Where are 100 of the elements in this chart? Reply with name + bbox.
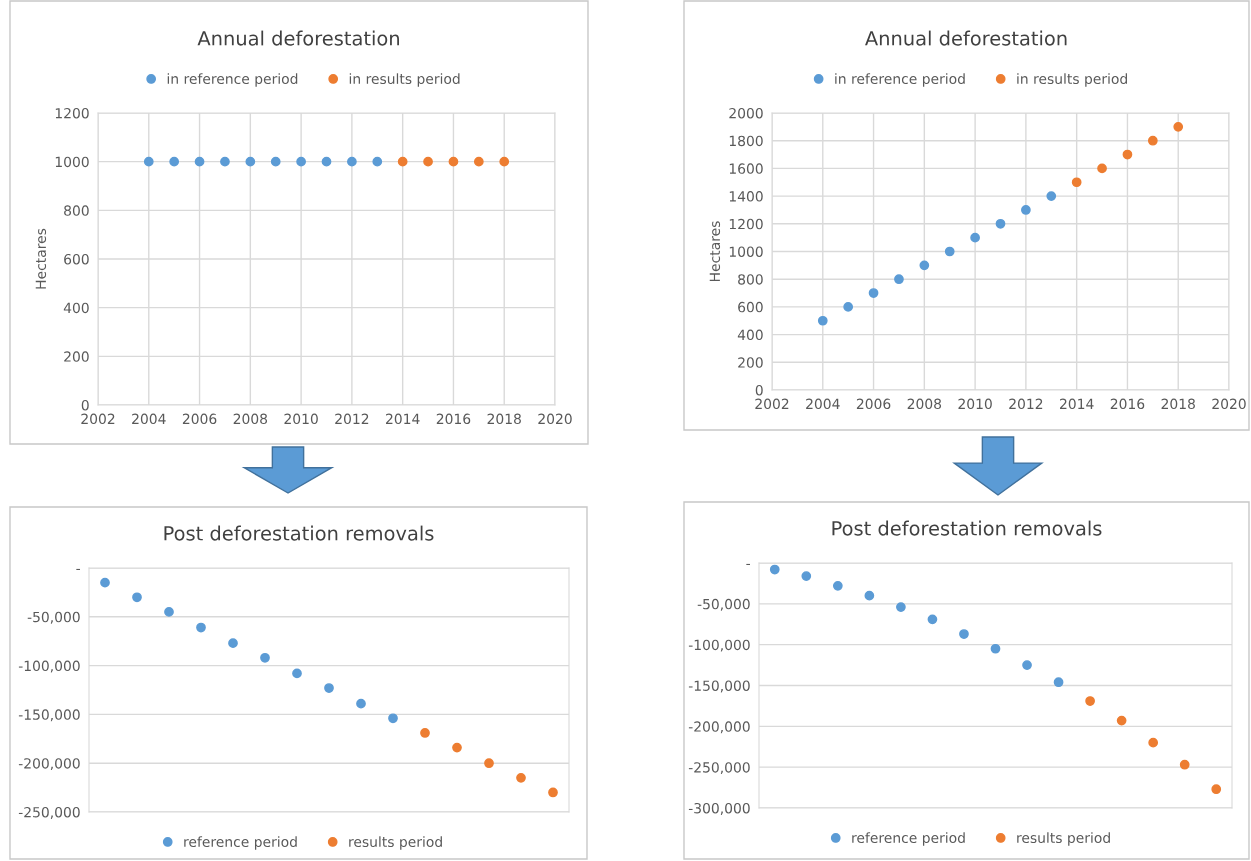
point	[919, 260, 930, 271]
legend-label: reference period	[184, 836, 297, 850]
point	[1147, 135, 1158, 146]
x-tick-label: 2014	[1060, 398, 1094, 410]
y-tick-label: -50,000	[697, 598, 750, 611]
point	[1053, 677, 1064, 688]
point	[484, 758, 494, 769]
x-tick-label: 2020	[1212, 398, 1246, 410]
legend-label: results period	[349, 836, 442, 850]
y-axis-title: Hectares	[35, 228, 47, 289]
point	[769, 564, 780, 575]
y-tick-label: 400	[737, 329, 763, 341]
point	[1148, 737, 1159, 748]
y-tick-label: -50,000	[27, 611, 80, 624]
x-tick-label: 2020	[538, 413, 572, 425]
y-tick-label: -150,000	[18, 709, 80, 722]
legend-label: in results period	[349, 73, 460, 87]
point	[1179, 759, 1190, 770]
point	[1211, 784, 1222, 795]
point	[356, 698, 366, 709]
y-tick-label: -200,000	[688, 721, 750, 734]
legend-label: reference period	[852, 832, 965, 846]
point	[1122, 149, 1133, 160]
x-tick-label: 2008	[907, 398, 942, 410]
point	[1022, 660, 1032, 670]
y-tick-label: 1000	[729, 246, 763, 257]
point	[843, 302, 854, 312]
y-tick-label: 800	[64, 205, 89, 216]
x-tick-label: 2014	[386, 413, 420, 425]
point	[1116, 715, 1127, 726]
legend-label: in reference period	[835, 73, 965, 87]
x-tick-label: 2010	[958, 398, 992, 410]
y-tick-label: -	[76, 568, 80, 571]
x-tick-label: 2018	[487, 413, 521, 425]
x-tick-label: 2016	[1110, 398, 1145, 410]
point	[516, 772, 526, 783]
point	[164, 607, 174, 617]
point	[260, 652, 270, 663]
point	[196, 622, 206, 633]
x-tick-label: 2006	[182, 413, 217, 425]
x-tick-label: 2008	[233, 413, 268, 425]
y-tick-label: 800	[738, 274, 763, 285]
y-tick-label: 1000	[55, 156, 89, 168]
y-tick-label: -100,000	[688, 639, 750, 652]
point	[970, 232, 980, 243]
y-tick-label: 2000	[729, 107, 763, 119]
y-tick-label: -300,000	[688, 802, 750, 815]
x-tick-label: 2004	[132, 413, 166, 425]
x-tick-label: 2002	[755, 398, 789, 410]
y-tick-label: 600	[738, 301, 763, 313]
x-tick-label: 2004	[806, 398, 840, 410]
chart-title: Post deforestation removals	[164, 525, 434, 541]
point	[1046, 191, 1057, 201]
x-tick-label: 2006	[856, 398, 891, 410]
point	[990, 643, 1001, 654]
point	[420, 728, 430, 738]
x-tick-label: 2002	[81, 413, 115, 425]
y-tick-label: 1200	[55, 107, 89, 119]
chart-title: Annual deforestation	[197, 30, 399, 46]
y-tick-label: 400	[63, 302, 89, 314]
point	[132, 592, 142, 603]
x-tick-label: 2012	[335, 413, 369, 425]
point	[864, 590, 875, 601]
point	[228, 638, 238, 649]
y-tick-label: 200	[64, 351, 89, 362]
point	[817, 315, 828, 326]
point	[1085, 696, 1095, 706]
y-tick-label: 200	[738, 357, 763, 368]
point	[944, 246, 955, 257]
point	[894, 274, 904, 285]
y-axis-title: Hectares	[709, 221, 721, 282]
y-tick-label: -	[746, 563, 750, 566]
y-tick-label: -100,000	[18, 660, 80, 673]
point	[548, 787, 558, 798]
y-tick-label: 0	[81, 399, 89, 411]
y-tick-label: -250,000	[688, 762, 750, 775]
point	[896, 602, 906, 612]
point	[832, 581, 843, 591]
y-tick-label: 1200	[729, 218, 763, 230]
x-tick-label: 2018	[1161, 398, 1195, 410]
chart-title: Post deforestation removals	[832, 520, 1102, 536]
y-tick-label: 600	[64, 253, 89, 265]
point	[292, 668, 302, 679]
point	[927, 614, 938, 625]
legend-label: in results period	[1017, 73, 1127, 87]
point	[100, 577, 110, 588]
y-tick-label: -200,000	[18, 758, 80, 771]
point	[1173, 121, 1184, 132]
point	[995, 218, 1006, 229]
y-tick-label: -150,000	[688, 680, 750, 693]
x-tick-label: 2010	[284, 413, 318, 425]
point	[1021, 205, 1031, 215]
y-tick-label: 1400	[729, 191, 763, 202]
point	[1071, 177, 1082, 188]
point	[452, 742, 462, 753]
point	[1097, 163, 1107, 174]
point	[324, 683, 334, 693]
x-tick-label: 2016	[436, 413, 471, 425]
chart-title: Annual deforestation	[865, 30, 1067, 46]
legend-label: in reference period	[167, 73, 298, 87]
